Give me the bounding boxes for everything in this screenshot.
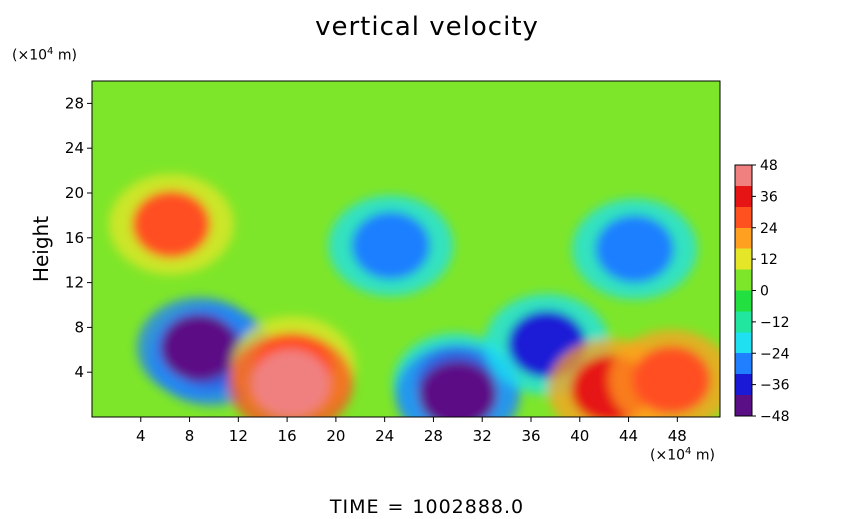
x-tick-label-3: 16 <box>278 427 297 445</box>
cb-tick-label-0: 48 <box>760 158 778 174</box>
y-tick-label-1: 8 <box>74 318 84 336</box>
x-tick-label-1: 8 <box>185 427 195 445</box>
x-axis: 4 8 12 16 20 24 28 32 36 40 44 48 <box>136 417 687 445</box>
cb-tick-label-7: −36 <box>760 378 790 394</box>
x-tick-label-11: 48 <box>668 427 687 445</box>
y-axis: 4 8 12 16 20 24 28 <box>65 94 92 381</box>
y-tick-label-5: 24 <box>65 139 84 157</box>
x-tick-label-7: 32 <box>473 427 492 445</box>
field-core-10 <box>351 212 430 280</box>
y-tick-label-4: 20 <box>65 184 84 202</box>
x-tick-label-8: 36 <box>521 427 540 445</box>
y-tick-label-2: 12 <box>65 274 84 292</box>
field-core-8 <box>632 346 711 414</box>
y-tick-label-0: 4 <box>74 363 84 381</box>
field-features <box>108 173 720 417</box>
field-core-3 <box>251 349 330 417</box>
x-tick-label-6: 28 <box>424 427 443 445</box>
heatmap-field <box>92 81 720 417</box>
y-tick-label-3: 16 <box>65 229 84 247</box>
x-tick-label-5: 24 <box>375 427 394 445</box>
chart-title: vertical velocity <box>315 12 539 42</box>
x-tick-label-0: 4 <box>136 427 146 445</box>
plot-frame <box>91 80 721 418</box>
field-core-9 <box>132 190 211 258</box>
cb-tick-label-2: 24 <box>760 221 778 237</box>
colorbar-ticks: 48 36 24 12 0 −12 −24 −36 −48 <box>752 158 790 425</box>
y-unit-label: (×104 m) <box>12 46 77 64</box>
y-axis-label: Height <box>29 215 53 283</box>
x-unit-label: (×104 m) <box>650 446 715 464</box>
x-tick-label-4: 20 <box>326 427 345 445</box>
cb-tick-label-4: 0 <box>760 284 769 300</box>
field-core-5 <box>418 361 497 417</box>
x-tick-label-10: 44 <box>619 427 638 445</box>
colorbar <box>734 164 753 417</box>
y-tick-label-6: 28 <box>65 94 84 112</box>
x-tick-label-2: 12 <box>229 427 248 445</box>
cb-tick-label-3: 12 <box>760 252 778 268</box>
cb-tick-label-6: −24 <box>760 346 790 362</box>
x-tick-label-9: 40 <box>570 427 589 445</box>
time-readout: TIME = 1002888.0 <box>329 496 525 518</box>
field-core-11 <box>595 215 674 283</box>
field-core-1 <box>160 313 239 382</box>
cb-tick-label-5: −12 <box>760 315 790 331</box>
cb-tick-label-8: −48 <box>760 409 790 425</box>
cb-tick-label-1: 36 <box>760 189 778 205</box>
